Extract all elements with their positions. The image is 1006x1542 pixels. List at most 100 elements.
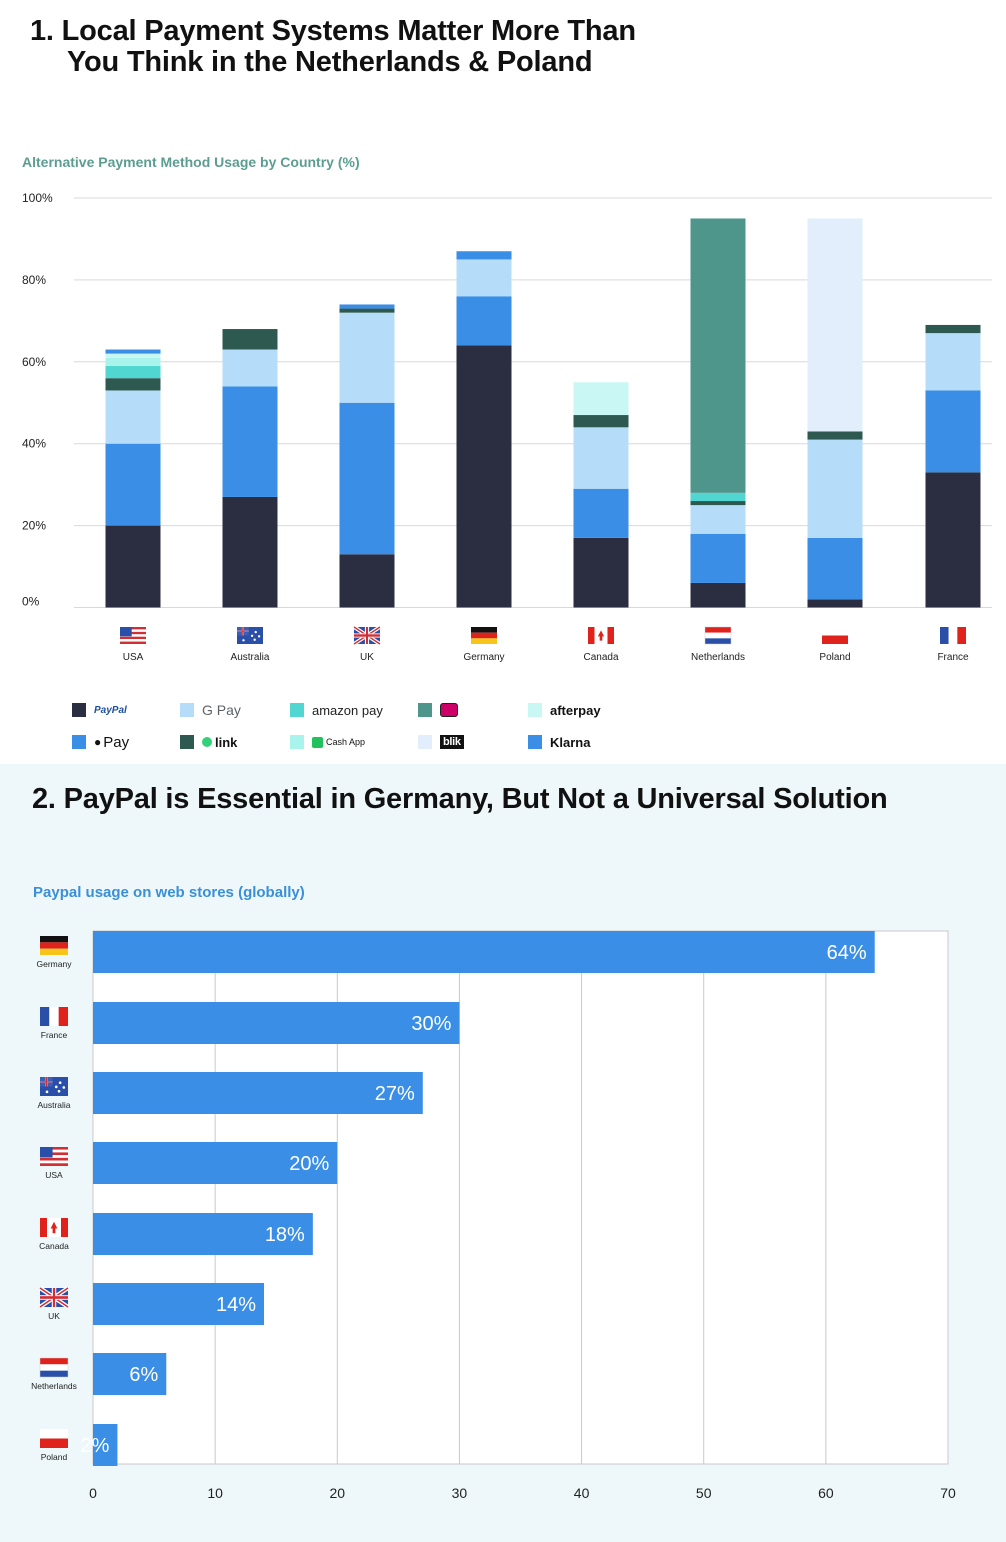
legend-swatch <box>72 703 86 717</box>
flag-poland-icon <box>40 1429 68 1448</box>
ideal-logo-icon <box>440 703 458 717</box>
y-tick-label: Poland <box>41 1452 68 1462</box>
flag-poland-icon <box>822 627 848 644</box>
x-tick-label: France <box>937 652 969 663</box>
flag-part <box>40 1081 53 1083</box>
x-tick-label: 20 <box>329 1485 345 1501</box>
x-tick-label: 30 <box>452 1485 468 1501</box>
star <box>54 1085 58 1089</box>
data-label: 6% <box>129 1364 158 1386</box>
section1-title-line2: You Think in the Netherlands & Poland <box>67 46 593 78</box>
bar-segment-gpay <box>573 427 629 489</box>
y-tick-label: 20% <box>22 519 46 533</box>
bar-segment-amazon <box>105 365 161 379</box>
bar <box>93 1072 423 1114</box>
flag-part <box>40 1218 47 1237</box>
bar-segment-gpay <box>925 333 981 391</box>
y-tick-label: 100% <box>22 191 53 205</box>
link-logo-icon: link <box>215 734 238 750</box>
flag-part <box>471 632 497 639</box>
bar-segment-afterpay <box>573 382 629 416</box>
flag-uk-icon <box>352 625 382 646</box>
flag-part <box>40 1429 68 1439</box>
flag-part <box>40 1438 68 1448</box>
x-tick-label: 10 <box>207 1485 223 1501</box>
bar-segment-gpay <box>339 312 395 403</box>
x-tick-label: 50 <box>696 1485 712 1501</box>
y-tick-label: Germany <box>37 959 73 969</box>
y-tick-label: 80% <box>22 273 46 287</box>
legend-item-apple-pay: ● Pay <box>72 732 129 752</box>
section-local-payment-systems: 0% 20% 40% 60% 80% 100% USA Australia UK Germany C… <box>0 0 1006 764</box>
flag-part <box>40 1147 68 1150</box>
flag-part <box>940 627 949 644</box>
data-label: 2% <box>81 1435 110 1457</box>
section-paypal-usage: 0 10 20 30 40 50 60 70 64% Germany 30% France 27% Aus… <box>0 764 1006 1542</box>
klarna-logo-icon: Klarna <box>550 734 591 750</box>
bar-segment-applepay <box>339 304 395 309</box>
data-label: 18% <box>265 1224 305 1246</box>
flag-part <box>40 1149 68 1153</box>
bar-segment-klarna <box>573 488 629 538</box>
y-tick-label: 0% <box>22 595 40 609</box>
flag-part <box>40 1370 68 1377</box>
legend-swatch <box>528 703 542 717</box>
flag-part <box>40 1147 53 1158</box>
x-tick-label: 0 <box>89 1485 97 1501</box>
chart1-legend: PayPal G Pay amazon pay afterpay ● Pay l… <box>72 700 692 756</box>
data-label: 30% <box>411 1013 451 1035</box>
bar-segment-link <box>222 329 278 350</box>
flag-border <box>39 1357 69 1378</box>
flag-part <box>49 1007 59 1026</box>
flag-germany-icon <box>40 936 68 955</box>
y-tick-label: USA <box>45 1170 63 1180</box>
bar-segment-link <box>339 308 395 313</box>
x-tick-label: 40 <box>574 1485 590 1501</box>
x-tick-label: Netherlands <box>691 652 745 663</box>
bar-segment-klarna <box>807 537 863 600</box>
flag-part <box>61 1218 68 1237</box>
flag-part <box>948 627 958 644</box>
section2-title: 2. PayPal is Essential in Germany, But N… <box>32 783 888 815</box>
flag-part <box>120 631 146 635</box>
flag-part <box>822 635 848 644</box>
bar-segment-paypal <box>690 582 746 608</box>
star <box>45 1090 49 1094</box>
flag-part <box>822 627 848 636</box>
flag-part <box>40 1296 68 1299</box>
flag-france-icon <box>40 1007 68 1026</box>
flag-canada-icon <box>588 627 614 644</box>
bar-segment-link <box>807 431 863 440</box>
bar <box>93 1353 167 1395</box>
flag-usa-icon <box>120 627 146 644</box>
bar-segment-gpay <box>222 349 278 387</box>
data-label: 64% <box>827 942 867 964</box>
bar <box>93 1002 460 1044</box>
cash-app-logo-icon: Cash App <box>326 737 366 747</box>
x-tick-label: Australia <box>231 652 270 663</box>
legend-swatch <box>72 735 86 749</box>
y-tick-label: France <box>41 1030 68 1040</box>
star <box>242 639 245 642</box>
flag-uk-icon <box>38 1286 70 1309</box>
bar-segment-paypal <box>925 472 981 608</box>
bar <box>93 1283 264 1325</box>
bar-segment-klarna <box>222 386 278 497</box>
star <box>58 1081 62 1085</box>
flag-part <box>705 638 731 644</box>
bar-segment-klarna <box>690 533 746 583</box>
paypal-logo-icon: PayPal <box>94 704 127 716</box>
bar-segment-paypal <box>339 554 395 608</box>
legend-item-klarna: Klarna <box>528 732 590 752</box>
bar-segment-link <box>690 501 746 506</box>
legend-swatch <box>528 735 542 749</box>
star <box>254 630 257 634</box>
bar-segment-paypal <box>105 525 161 608</box>
star <box>250 634 254 638</box>
google-pay-logo-icon: G Pay <box>202 702 241 718</box>
legend-item-ideal <box>418 700 458 720</box>
flag-netherlands-icon <box>704 626 732 645</box>
flag-part <box>120 639 146 642</box>
amazon-pay-logo-icon: amazon pay <box>312 702 383 718</box>
flag-border <box>704 626 732 645</box>
